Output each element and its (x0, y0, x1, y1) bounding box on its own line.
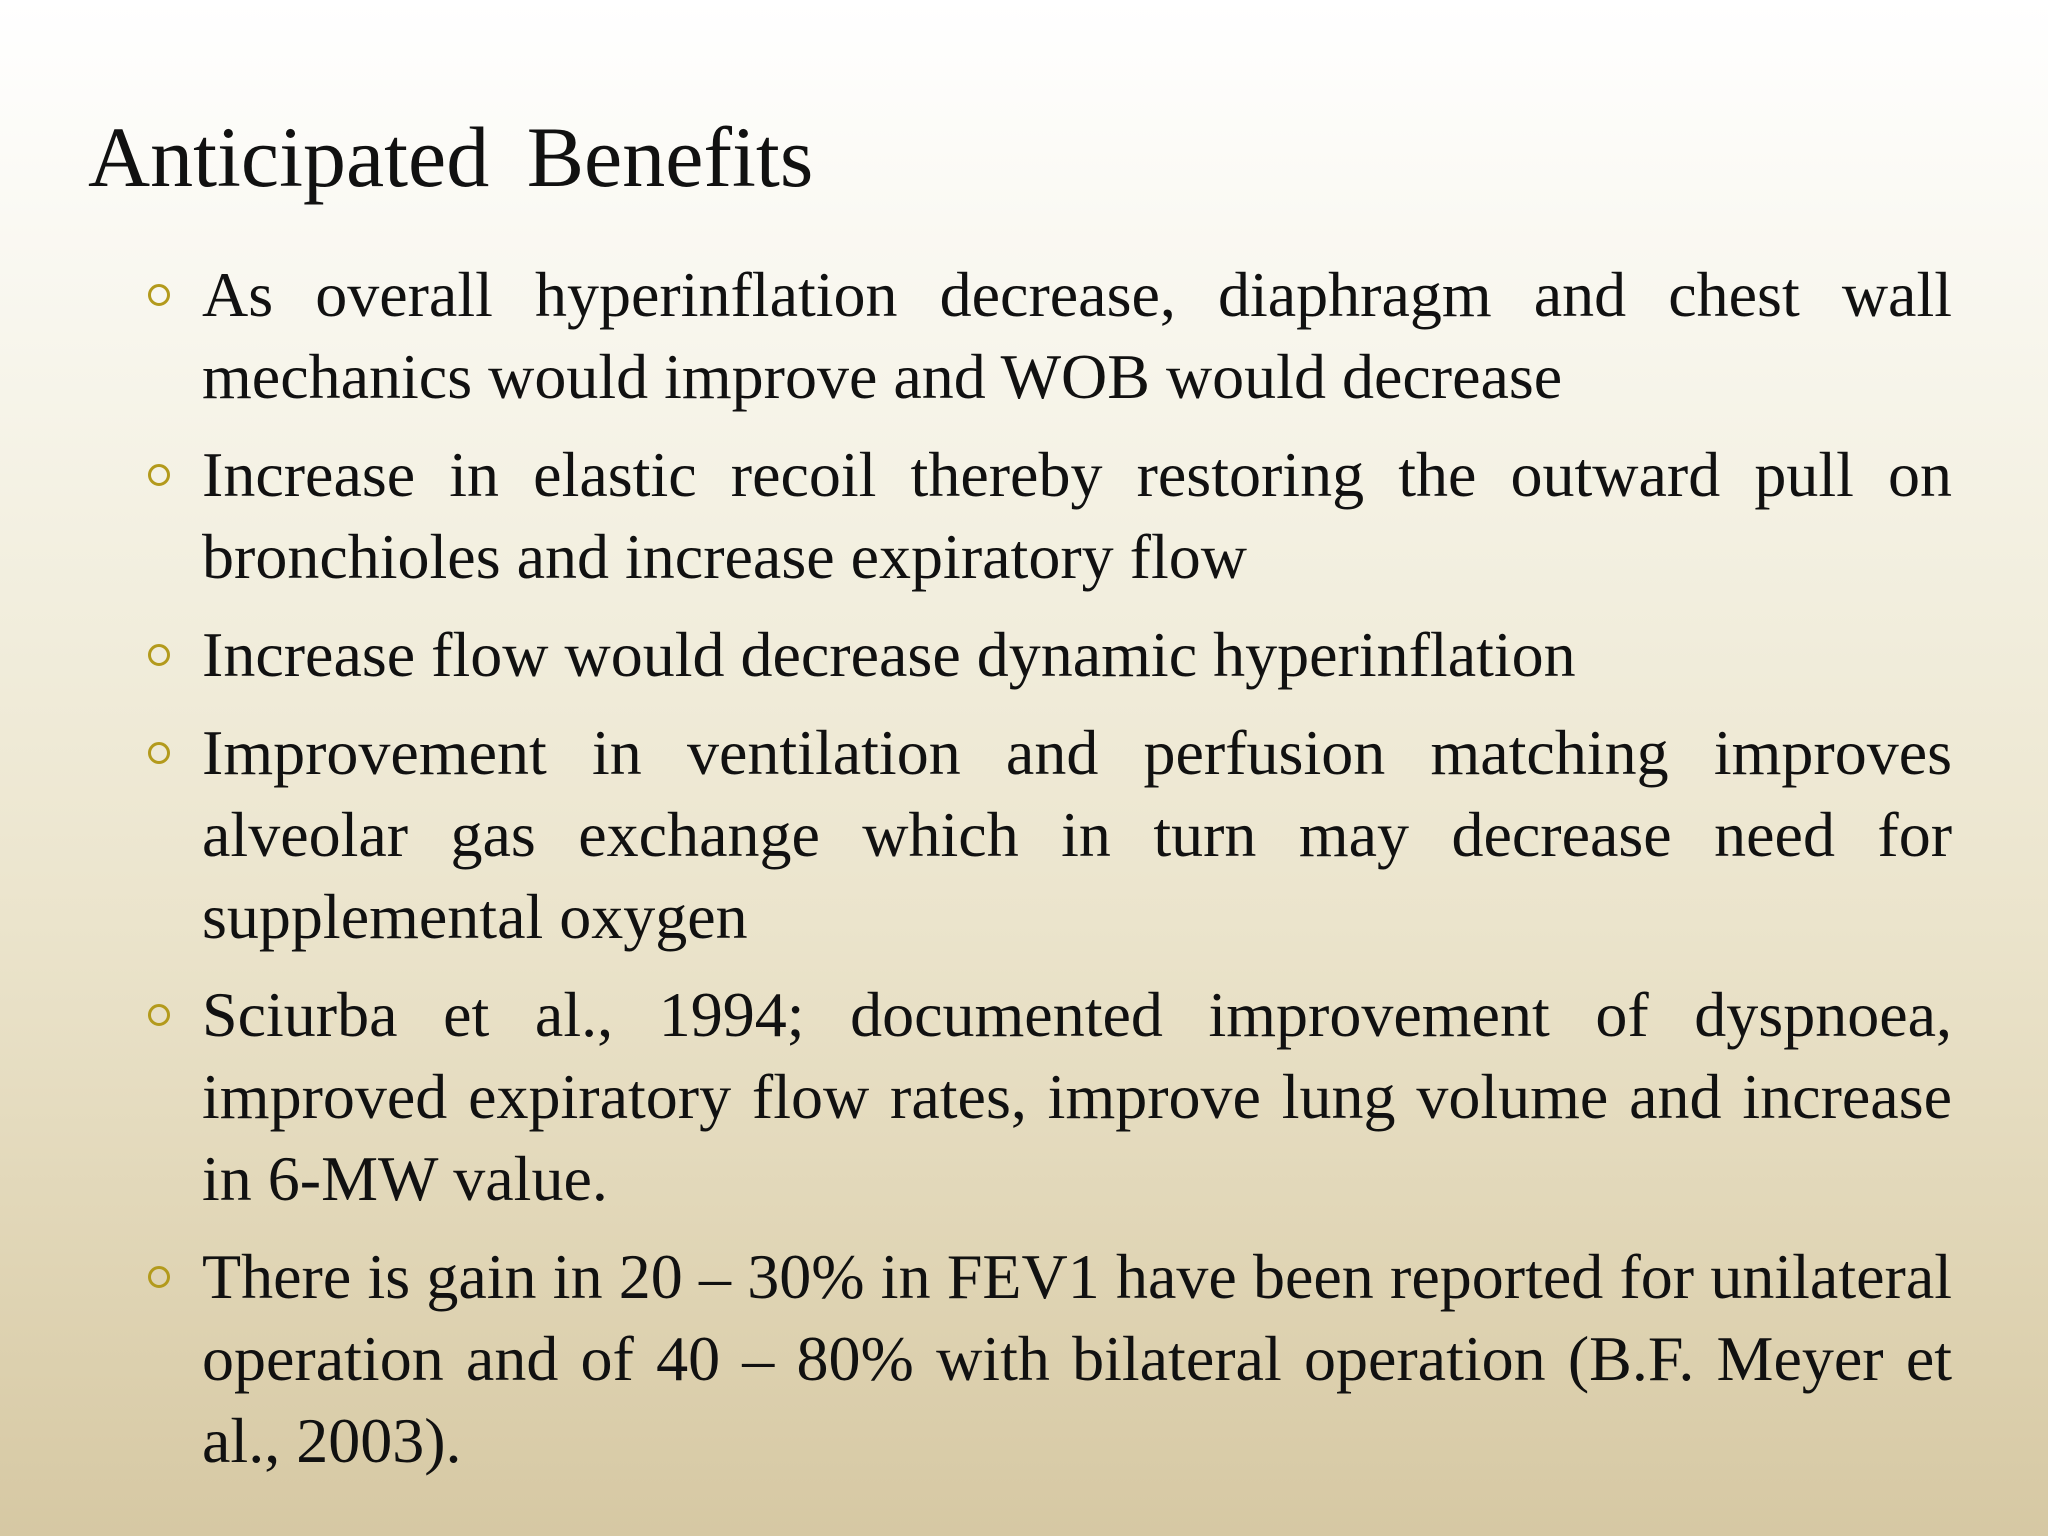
circle-bullet-icon (148, 1004, 170, 1026)
circle-bullet-icon (148, 284, 170, 306)
bullet-list: As overall hyperinflation decrease, diap… (148, 254, 1952, 1498)
bullet-text: Improvement in ventilation and perfusion… (202, 717, 1952, 952)
bullet-item: There is gain in 20 – 30% in FEV1 have b… (148, 1236, 1952, 1482)
bullet-text: As overall hyperinflation decrease, diap… (202, 259, 1952, 412)
bullet-item: Increase flow would decrease dynamic hyp… (148, 614, 1952, 696)
bullet-item: Sciurba et al., 1994; documented improve… (148, 974, 1952, 1220)
circle-bullet-icon (148, 1266, 170, 1288)
bullet-item: Improvement in ventilation and perfusion… (148, 712, 1952, 958)
circle-bullet-icon (148, 644, 170, 666)
bullet-item: Increase in elastic recoil thereby resto… (148, 434, 1952, 598)
bullet-text: Sciurba et al., 1994; documented improve… (202, 979, 1952, 1214)
bullet-item: As overall hyperinflation decrease, diap… (148, 254, 1952, 418)
bullet-text: There is gain in 20 – 30% in FEV1 have b… (202, 1241, 1952, 1476)
circle-bullet-icon (148, 464, 170, 486)
slide-title: Anticipated Benefits (88, 109, 814, 205)
bullet-text: Increase flow would decrease dynamic hyp… (202, 619, 1576, 690)
circle-bullet-icon (148, 742, 170, 764)
bullet-text: Increase in elastic recoil thereby resto… (202, 439, 1952, 592)
